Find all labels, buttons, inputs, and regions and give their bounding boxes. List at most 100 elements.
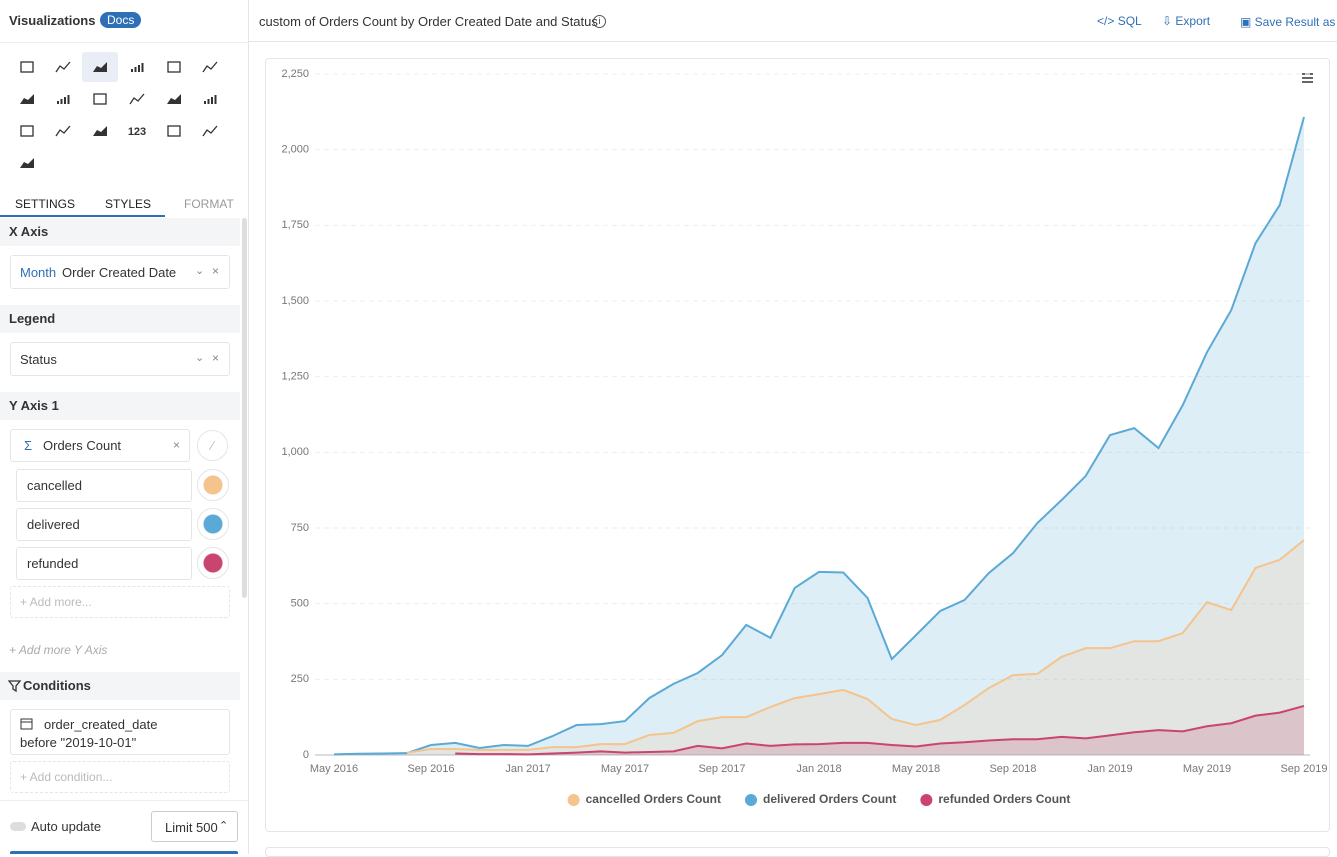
y-tick-label: 750 xyxy=(291,522,309,534)
viz-icons: 123 xyxy=(20,52,218,168)
glyph xyxy=(167,125,181,137)
color-swatch[interactable] xyxy=(197,508,229,540)
color-swatch[interactable] xyxy=(197,547,229,579)
filter-icon xyxy=(8,680,22,693)
viz-icon[interactable] xyxy=(204,95,217,104)
save-label: Save Result as xyxy=(1254,15,1336,29)
viz-icon[interactable] xyxy=(202,125,218,137)
glyph xyxy=(93,126,107,136)
add-condition[interactable]: + Add condition... xyxy=(10,761,230,793)
export-button[interactable]: ⇩ Export xyxy=(1162,14,1210,28)
area-fill xyxy=(334,116,1304,756)
viz-icon[interactable] xyxy=(20,158,34,168)
add-more[interactable]: + Add more... xyxy=(10,586,230,618)
info-icon[interactable]: i xyxy=(593,15,606,28)
series-item-label: cancelled xyxy=(27,478,82,493)
calendar-icon xyxy=(20,718,33,730)
field[interactable]: Σ Orders Count × xyxy=(10,429,190,462)
chevron[interactable]: ⌄ xyxy=(195,265,205,277)
viz-icon[interactable] xyxy=(82,52,118,82)
area-line xyxy=(333,116,1305,756)
export-label: Export xyxy=(1175,14,1211,28)
axis-options[interactable]: ∕ xyxy=(197,430,228,461)
viz-icon[interactable] xyxy=(55,125,71,137)
save-button[interactable]: ▣ Save Result as xyxy=(1240,15,1335,29)
chart-card xyxy=(265,58,1330,832)
viz-icon[interactable] xyxy=(57,95,70,104)
series-item[interactable]: delivered xyxy=(16,508,192,541)
legend-swatch xyxy=(920,794,933,806)
field[interactable]: Status ⌄ × xyxy=(10,342,230,376)
divider xyxy=(249,41,1337,42)
section-header: X Axis xyxy=(0,218,240,246)
color-swatch[interactable] xyxy=(197,469,229,501)
limit-button[interactable]: Limit 500 ⌃ xyxy=(151,811,238,842)
glyph xyxy=(64,97,66,104)
run-button[interactable] xyxy=(10,851,238,854)
icon: ▣ xyxy=(1240,15,1255,29)
glyph xyxy=(202,61,218,73)
condition[interactable]: order_created_date before "2019-10-01" xyxy=(10,709,230,755)
viz-icon[interactable]: 123 xyxy=(128,126,146,138)
x-tick-label: Sep 2019 xyxy=(1280,763,1327,775)
add-condition-label: + Add condition... xyxy=(20,770,113,784)
viz-icon[interactable] xyxy=(20,61,34,73)
viz-icon[interactable] xyxy=(129,93,145,105)
add-y-axis[interactable]: + Add more Y Axis xyxy=(9,643,108,657)
auto-update: Auto update xyxy=(31,819,102,834)
viz-icon[interactable] xyxy=(93,126,107,136)
glyph xyxy=(93,62,107,72)
y-tick-label: 250 xyxy=(291,673,309,685)
glyph xyxy=(167,61,181,73)
y-tick-label: 1,000 xyxy=(281,446,309,458)
viz-icon[interactable] xyxy=(202,61,218,73)
x-tick-label: Jan 2017 xyxy=(505,763,550,775)
remove[interactable]: × xyxy=(173,438,181,452)
glyph xyxy=(129,93,145,105)
toggle[interactable] xyxy=(10,822,26,831)
tab-underline xyxy=(0,215,165,217)
viz-icon[interactable] xyxy=(167,125,181,137)
y-tick-label: 500 xyxy=(291,598,309,610)
series-item[interactable]: refunded xyxy=(16,547,192,580)
glyph xyxy=(57,101,59,104)
legend-label: refunded Orders Count xyxy=(938,792,1070,806)
y-tick-label: 1,750 xyxy=(281,219,309,231)
tab[interactable]: FORMAT xyxy=(184,197,234,211)
viz-icon[interactable] xyxy=(20,125,34,137)
sql-button[interactable]: </> SQL xyxy=(1097,14,1142,28)
tab[interactable]: SETTINGS xyxy=(15,197,76,211)
glyph xyxy=(60,99,63,104)
field[interactable]: Month Order Created Date ⌄ × xyxy=(10,255,230,289)
condition-field: order_created_date xyxy=(44,717,158,732)
selected-bg xyxy=(82,52,118,82)
glyph xyxy=(207,99,210,104)
docs-badge[interactable]: Docs xyxy=(100,12,142,28)
remove[interactable]: × xyxy=(212,351,220,365)
series-item[interactable]: cancelled xyxy=(16,469,192,502)
glyph xyxy=(134,67,137,72)
y-tick-label: 0 xyxy=(303,749,309,761)
glyph xyxy=(20,61,34,73)
x-tick-label: May 2017 xyxy=(601,763,649,775)
series-item-label: delivered xyxy=(27,517,80,532)
viz-icon[interactable] xyxy=(131,63,144,72)
viz-icon-text: 123 xyxy=(128,126,146,138)
legend-swatch xyxy=(744,794,757,806)
remove[interactable]: × xyxy=(212,264,220,278)
viz-icon[interactable] xyxy=(167,94,181,104)
chevron[interactable]: ⌄ xyxy=(195,352,205,364)
legend-label: cancelled Orders Count xyxy=(586,792,721,806)
glyph xyxy=(67,95,70,104)
limit-label: Limit 500 xyxy=(165,820,218,835)
menu-icon[interactable] xyxy=(1302,73,1313,83)
x-tick-label: Sep 2017 xyxy=(698,763,745,775)
tab[interactable]: STYLES xyxy=(105,197,152,211)
viz-icon[interactable] xyxy=(93,93,107,105)
sidebar: Visualizations Docs 123 SETTINGS STYLES … xyxy=(0,0,249,854)
viz-icon[interactable] xyxy=(20,94,34,104)
caret: ⌃ xyxy=(219,820,229,832)
viz-icon[interactable] xyxy=(55,61,71,73)
viz-icon[interactable] xyxy=(167,61,181,73)
